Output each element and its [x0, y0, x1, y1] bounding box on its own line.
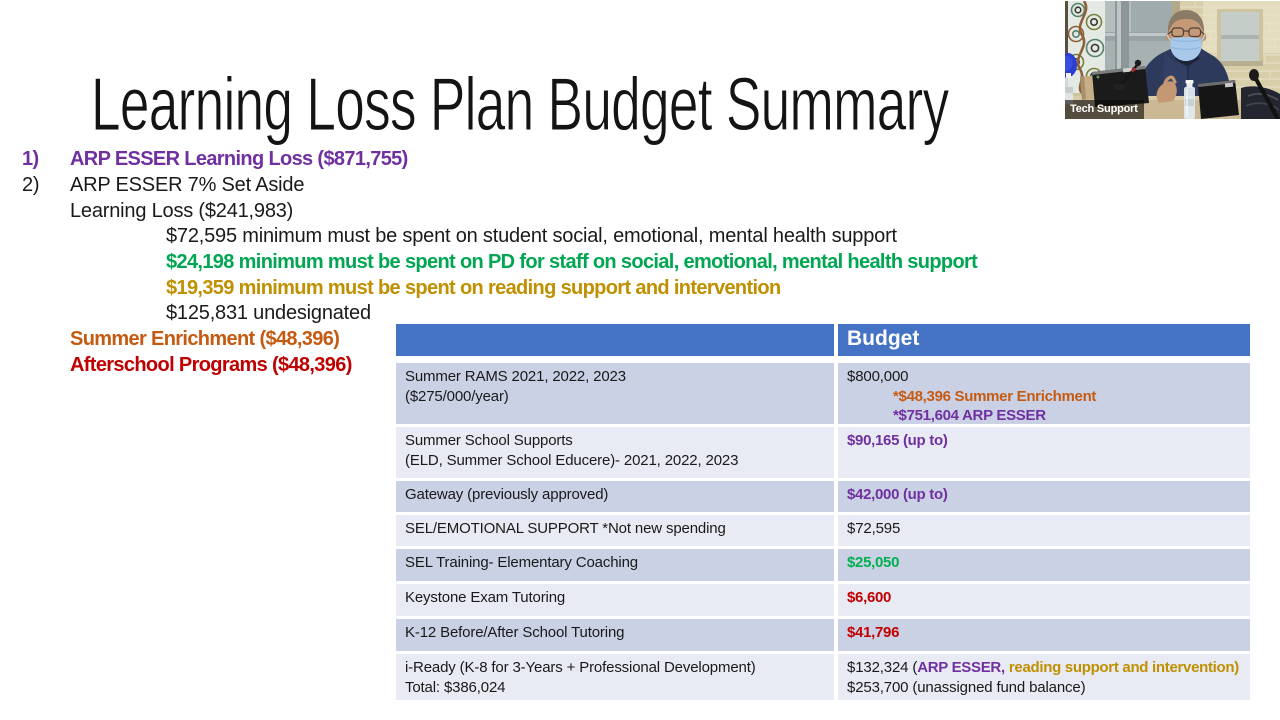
item-cell-line: Summer RAMS 2021, 2022, 2023: [405, 368, 626, 385]
budget-text-run: $253,700 (unassigned fund balance): [847, 678, 1086, 696]
budget-text-run: *$751,604 ARP ESSER: [893, 407, 1046, 424]
table-cell-budget: $41,796: [838, 619, 1250, 651]
table-cell-budget: $25,050: [838, 549, 1250, 581]
budget-table: Budget Summer RAMS 2021, 2022, 2023 ($275…: [396, 324, 1250, 700]
table-row: Gateway (previously approved) $42,000 (up…: [396, 481, 1250, 515]
budget-cell-line: *$751,604 ARP ESSER: [847, 406, 1242, 426]
list-item-marker: 2): [22, 173, 40, 196]
table-cell-budget: $800,000 *$48,396 Summer Enrichment *$751,…: [838, 363, 1250, 424]
table-header-budget-cell: Budget: [847, 327, 920, 350]
webcam-video-tile: Tech Support: [1065, 1, 1280, 119]
item-cell-line: i-Ready (K-8 for 3-Years + Professional …: [405, 659, 756, 676]
list-item-text: $72,595 minimum must be spent on student…: [166, 225, 897, 248]
webcam-name-label: Tech Support: [1065, 100, 1144, 119]
list-item-text: $24,198 minimum must be spent on PD for …: [166, 250, 978, 273]
budget-text-run: $6,600: [847, 589, 892, 606]
item-cell-line: (ELD, Summer School Educere)- 2021, 2022…: [405, 451, 739, 469]
table-cell-item: Summer School Supports (ELD, Summer Schoo…: [396, 427, 838, 478]
item-cell-line: Keystone Exam Tutoring: [405, 589, 566, 606]
list-item-text: ARP ESSER 7% Set Aside: [70, 173, 305, 196]
budget-cell-line: $132,324 (ARP ESSER, reading support and…: [847, 658, 1242, 678]
table-cell-budget: $132,324 (ARP ESSER, reading support and…: [838, 654, 1250, 700]
budget-cell-line: $72,595: [847, 519, 1242, 539]
item-cell-line: K-12 Before/After School Tutoring: [405, 624, 625, 641]
budget-cell-line: $42,000 (up to): [847, 485, 1242, 505]
person-glasses: [1167, 27, 1205, 38]
table-row: Summer School Supports (ELD, Summer Schoo…: [396, 427, 1250, 481]
budget-text-run: $72,595: [847, 520, 901, 537]
laptop-right: [1198, 80, 1239, 119]
list-item-text: Learning Loss ($241,983): [70, 199, 294, 222]
table-cell-budget: $42,000 (up to): [838, 481, 1250, 512]
item-cell-line: SEL Training- Elementary Coaching: [405, 554, 638, 571]
table-row: K-12 Before/After School Tutoring $41,796: [396, 619, 1250, 654]
table-row: Summer RAMS 2021, 2022, 2023 ($275/000/ye…: [396, 363, 1250, 427]
table-row: SEL Training- Elementary Coaching $25,050: [396, 549, 1250, 584]
budget-text-run: ARP ESSER,: [917, 659, 1005, 676]
table-header-row: Budget: [396, 324, 1250, 363]
table-cell-item: Summer RAMS 2021, 2022, 2023 ($275/000/ye…: [396, 363, 838, 424]
list-item-marker: 1): [22, 148, 39, 171]
budget-cell-line: $90,165 (up to): [847, 431, 1242, 451]
list-item-text: $19,359 minimum must be spent on reading…: [166, 276, 781, 299]
table-cell-budget: $72,595: [838, 515, 1250, 546]
list-item-text: $125,831 undesignated: [166, 302, 371, 325]
budget-text-run: *$48,396 Summer Enrichment: [893, 387, 1097, 405]
budget-text-run: $25,050: [847, 554, 900, 571]
table-cell-item: K-12 Before/After School Tutoring: [396, 619, 838, 651]
item-cell-line: ($275/000/year): [405, 387, 509, 405]
budget-cell-line: $41,796: [847, 623, 1242, 643]
list-item-text: ARP ESSER Learning Loss ($871,755): [70, 148, 408, 171]
budget-text-run: $800,000: [847, 368, 909, 385]
table-cell-item: i-Ready (K-8 for 3-Years + Professional …: [396, 654, 838, 700]
person-hand: [1156, 81, 1177, 103]
microphone-right: [1254, 78, 1280, 119]
item-cell-line: Gateway (previously approved): [405, 486, 609, 503]
table-cell-item: Keystone Exam Tutoring: [396, 584, 838, 616]
table-row: i-Ready (K-8 for 3-Years + Professional …: [396, 654, 1250, 700]
budget-cell-line: $6,600: [847, 588, 1242, 608]
item-cell-line: Summer School Supports: [405, 432, 573, 449]
table-body: Summer RAMS 2021, 2022, 2023 ($275/000/ye…: [396, 363, 1250, 700]
budget-cell-line: *$48,396 Summer Enrichment: [847, 387, 1242, 407]
budget-cell-line: $800,000: [847, 367, 1242, 387]
table-row: SEL/EMOTIONAL SUPPORT *Not new spending $…: [396, 515, 1250, 549]
slide-title: Learning Loss Plan Budget Summary: [91, 62, 950, 147]
table-header-item-cell: [396, 324, 838, 356]
item-cell-line: Total: $386,024: [405, 678, 506, 696]
table-row: Keystone Exam Tutoring $6,600: [396, 584, 1250, 619]
budget-text-run: $132,324 (: [847, 659, 918, 676]
list-item-text: Summer Enrichment ($48,396): [70, 327, 340, 350]
table-cell-item: SEL Training- Elementary Coaching: [396, 549, 838, 581]
budget-text-run: $42,000 (up to): [847, 486, 948, 503]
budget-cell-line: $253,700 (unassigned fund balance): [847, 678, 1242, 698]
table-cell-budget: $90,165 (up to): [838, 427, 1250, 478]
budget-cell-line: $25,050: [847, 553, 1242, 573]
table-cell-budget: $6,600: [838, 584, 1250, 616]
table-cell-item: SEL/EMOTIONAL SUPPORT *Not new spending: [396, 515, 838, 546]
budget-text-run: reading support and intervention): [1008, 659, 1239, 676]
item-cell-line: SEL/EMOTIONAL SUPPORT *Not new spending: [405, 520, 726, 537]
budget-text-run: $41,796: [847, 624, 900, 641]
list-item-text: Afterschool Programs ($48,396): [70, 353, 352, 376]
webcam-scene: [1065, 1, 1280, 119]
budget-text-run: $90,165 (up to): [847, 432, 948, 449]
table-cell-item: Gateway (previously approved): [396, 481, 838, 512]
